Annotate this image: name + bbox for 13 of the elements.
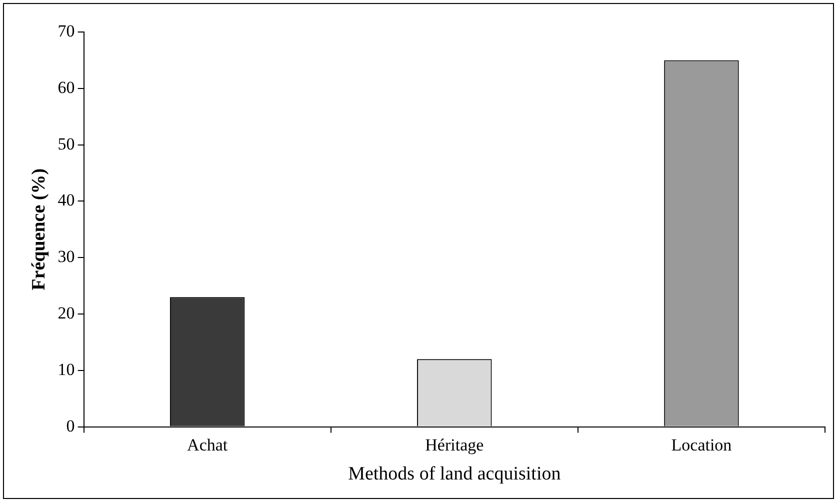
y-tick-label: 20 — [58, 303, 75, 322]
x-tick-label: Héritage — [425, 435, 484, 454]
y-tick-label: 60 — [58, 78, 75, 97]
x-axis-title: Methods of land acquisition — [348, 464, 562, 485]
y-axis-title: Fréquence (%) — [28, 168, 50, 290]
y-tick-label: 10 — [58, 360, 75, 379]
x-tick-label: Achat — [187, 435, 228, 454]
y-tick-label: 50 — [58, 134, 75, 154]
y-tick-label: 70 — [58, 21, 75, 40]
y-tick-label: 30 — [58, 247, 75, 266]
y-tick-label: 0 — [66, 416, 75, 436]
x-tick-label: Location — [671, 435, 732, 454]
y-tick-label: 40 — [58, 190, 75, 210]
